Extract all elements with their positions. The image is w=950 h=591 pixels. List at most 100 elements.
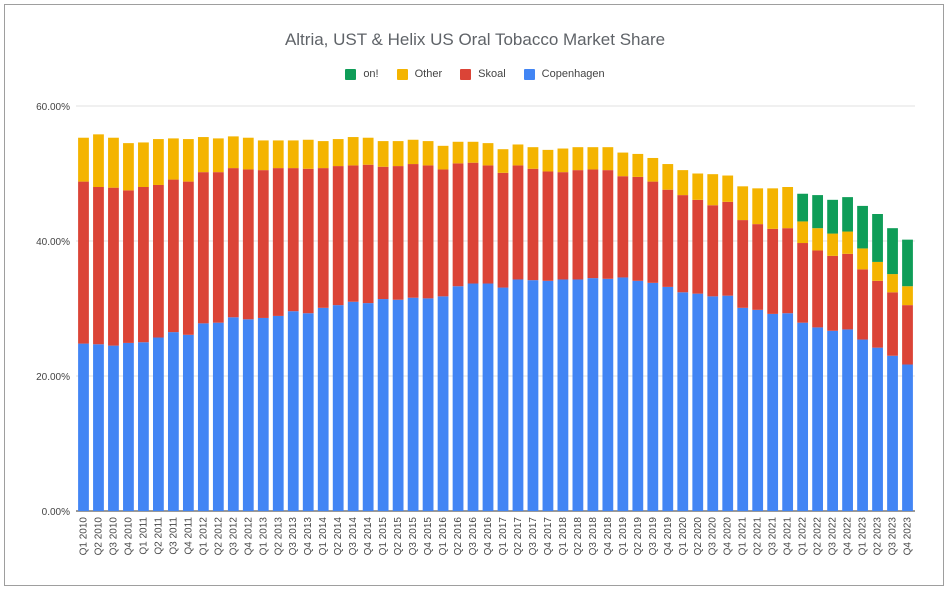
bar-skoal[interactable] bbox=[377, 166, 389, 300]
bar-copenhagen[interactable] bbox=[332, 305, 344, 511]
bar-skoal[interactable] bbox=[437, 169, 449, 297]
bar-copenhagen[interactable] bbox=[302, 313, 314, 511]
bar-on[interactable] bbox=[887, 228, 898, 275]
bar-other[interactable] bbox=[647, 157, 659, 182]
bar-other[interactable] bbox=[123, 143, 134, 191]
bar-other[interactable] bbox=[842, 231, 853, 254]
bar-on[interactable] bbox=[857, 205, 868, 249]
bar-other[interactable] bbox=[482, 143, 494, 166]
bar-skoal[interactable] bbox=[317, 168, 329, 308]
bar-copenhagen[interactable] bbox=[602, 278, 614, 511]
bar-other[interactable] bbox=[153, 139, 164, 185]
bar-copenhagen[interactable] bbox=[317, 307, 329, 511]
bar-skoal[interactable] bbox=[812, 250, 824, 328]
bar-copenhagen[interactable] bbox=[677, 292, 689, 511]
bar-other[interactable] bbox=[272, 140, 284, 169]
bar-skoal[interactable] bbox=[272, 168, 284, 316]
bar-other[interactable] bbox=[767, 188, 779, 229]
bar-other[interactable] bbox=[392, 141, 404, 167]
bar-copenhagen[interactable] bbox=[287, 311, 299, 511]
bar-skoal[interactable] bbox=[407, 164, 419, 298]
bar-on[interactable] bbox=[797, 193, 809, 222]
bar-other[interactable] bbox=[557, 148, 569, 173]
bar-other[interactable] bbox=[197, 137, 209, 173]
bar-skoal[interactable] bbox=[197, 172, 209, 324]
bar-copenhagen[interactable] bbox=[347, 301, 359, 511]
bar-skoal[interactable] bbox=[572, 170, 584, 280]
bar-copenhagen[interactable] bbox=[692, 293, 704, 511]
bar-copenhagen[interactable] bbox=[617, 277, 629, 511]
bar-other[interactable] bbox=[407, 139, 419, 165]
bar-copenhagen[interactable] bbox=[93, 344, 104, 511]
bar-other[interactable] bbox=[542, 149, 554, 172]
bar-copenhagen[interactable] bbox=[872, 347, 883, 511]
bar-skoal[interactable] bbox=[93, 187, 104, 345]
bar-copenhagen[interactable] bbox=[512, 279, 524, 511]
bar-skoal[interactable] bbox=[212, 172, 224, 323]
bar-other[interactable] bbox=[182, 139, 194, 182]
bar-copenhagen[interactable] bbox=[797, 322, 809, 511]
bar-copenhagen[interactable] bbox=[752, 309, 764, 511]
bar-skoal[interactable] bbox=[182, 181, 194, 335]
bar-copenhagen[interactable] bbox=[767, 313, 779, 511]
bar-other[interactable] bbox=[452, 141, 464, 164]
bar-skoal[interactable] bbox=[242, 169, 254, 320]
bar-other[interactable] bbox=[512, 144, 524, 166]
bar-other[interactable] bbox=[497, 149, 509, 173]
bar-copenhagen[interactable] bbox=[557, 279, 569, 511]
bar-on[interactable] bbox=[827, 199, 838, 234]
bar-skoal[interactable] bbox=[138, 187, 149, 343]
bar-other[interactable] bbox=[362, 137, 374, 165]
bar-skoal[interactable] bbox=[722, 201, 734, 296]
bar-other[interactable] bbox=[422, 141, 434, 166]
legend-item-copenhagen[interactable]: Copenhagen bbox=[523, 68, 605, 80]
bar-skoal[interactable] bbox=[78, 181, 89, 344]
bar-skoal[interactable] bbox=[302, 168, 314, 314]
bar-other[interactable] bbox=[257, 140, 269, 171]
bar-other[interactable] bbox=[212, 138, 224, 173]
bar-skoal[interactable] bbox=[857, 269, 868, 340]
bar-other[interactable] bbox=[662, 164, 674, 190]
bar-skoal[interactable] bbox=[887, 292, 898, 356]
bar-other[interactable] bbox=[722, 175, 734, 202]
bar-other[interactable] bbox=[527, 147, 539, 169]
bar-other[interactable] bbox=[287, 140, 299, 169]
bar-copenhagen[interactable] bbox=[722, 295, 734, 511]
bar-skoal[interactable] bbox=[257, 170, 269, 318]
bar-skoal[interactable] bbox=[797, 243, 809, 323]
bar-skoal[interactable] bbox=[153, 184, 164, 338]
bar-skoal[interactable] bbox=[167, 179, 179, 333]
bar-skoal[interactable] bbox=[467, 162, 479, 284]
bar-skoal[interactable] bbox=[692, 199, 704, 294]
bar-skoal[interactable] bbox=[617, 176, 629, 278]
bar-skoal[interactable] bbox=[287, 168, 299, 312]
bar-copenhagen[interactable] bbox=[257, 317, 269, 511]
bar-copenhagen[interactable] bbox=[572, 279, 584, 511]
bar-copenhagen[interactable] bbox=[153, 337, 164, 511]
bar-other[interactable] bbox=[707, 174, 719, 206]
bar-skoal[interactable] bbox=[347, 165, 359, 302]
bar-other[interactable] bbox=[377, 141, 389, 167]
bar-copenhagen[interactable] bbox=[437, 296, 449, 511]
bar-copenhagen[interactable] bbox=[212, 322, 224, 511]
bar-skoal[interactable] bbox=[737, 220, 749, 308]
bar-other[interactable] bbox=[572, 147, 584, 171]
bar-copenhagen[interactable] bbox=[497, 287, 509, 511]
bar-skoal[interactable] bbox=[662, 189, 674, 287]
bar-other[interactable] bbox=[138, 142, 149, 187]
bar-skoal[interactable] bbox=[497, 172, 509, 288]
bar-other[interactable] bbox=[467, 141, 479, 163]
bar-copenhagen[interactable] bbox=[842, 329, 853, 511]
bar-copenhagen[interactable] bbox=[527, 280, 539, 511]
bar-skoal[interactable] bbox=[362, 164, 374, 304]
bar-skoal[interactable] bbox=[677, 195, 689, 293]
bar-skoal[interactable] bbox=[707, 205, 719, 297]
bar-other[interactable] bbox=[602, 147, 614, 171]
bar-other[interactable] bbox=[347, 137, 359, 166]
bar-skoal[interactable] bbox=[332, 166, 344, 306]
bar-skoal[interactable] bbox=[767, 228, 779, 314]
legend-item-on[interactable]: on! bbox=[345, 68, 379, 80]
bar-skoal[interactable] bbox=[392, 166, 404, 300]
bar-other[interactable] bbox=[812, 228, 824, 251]
bar-other[interactable] bbox=[902, 286, 913, 306]
